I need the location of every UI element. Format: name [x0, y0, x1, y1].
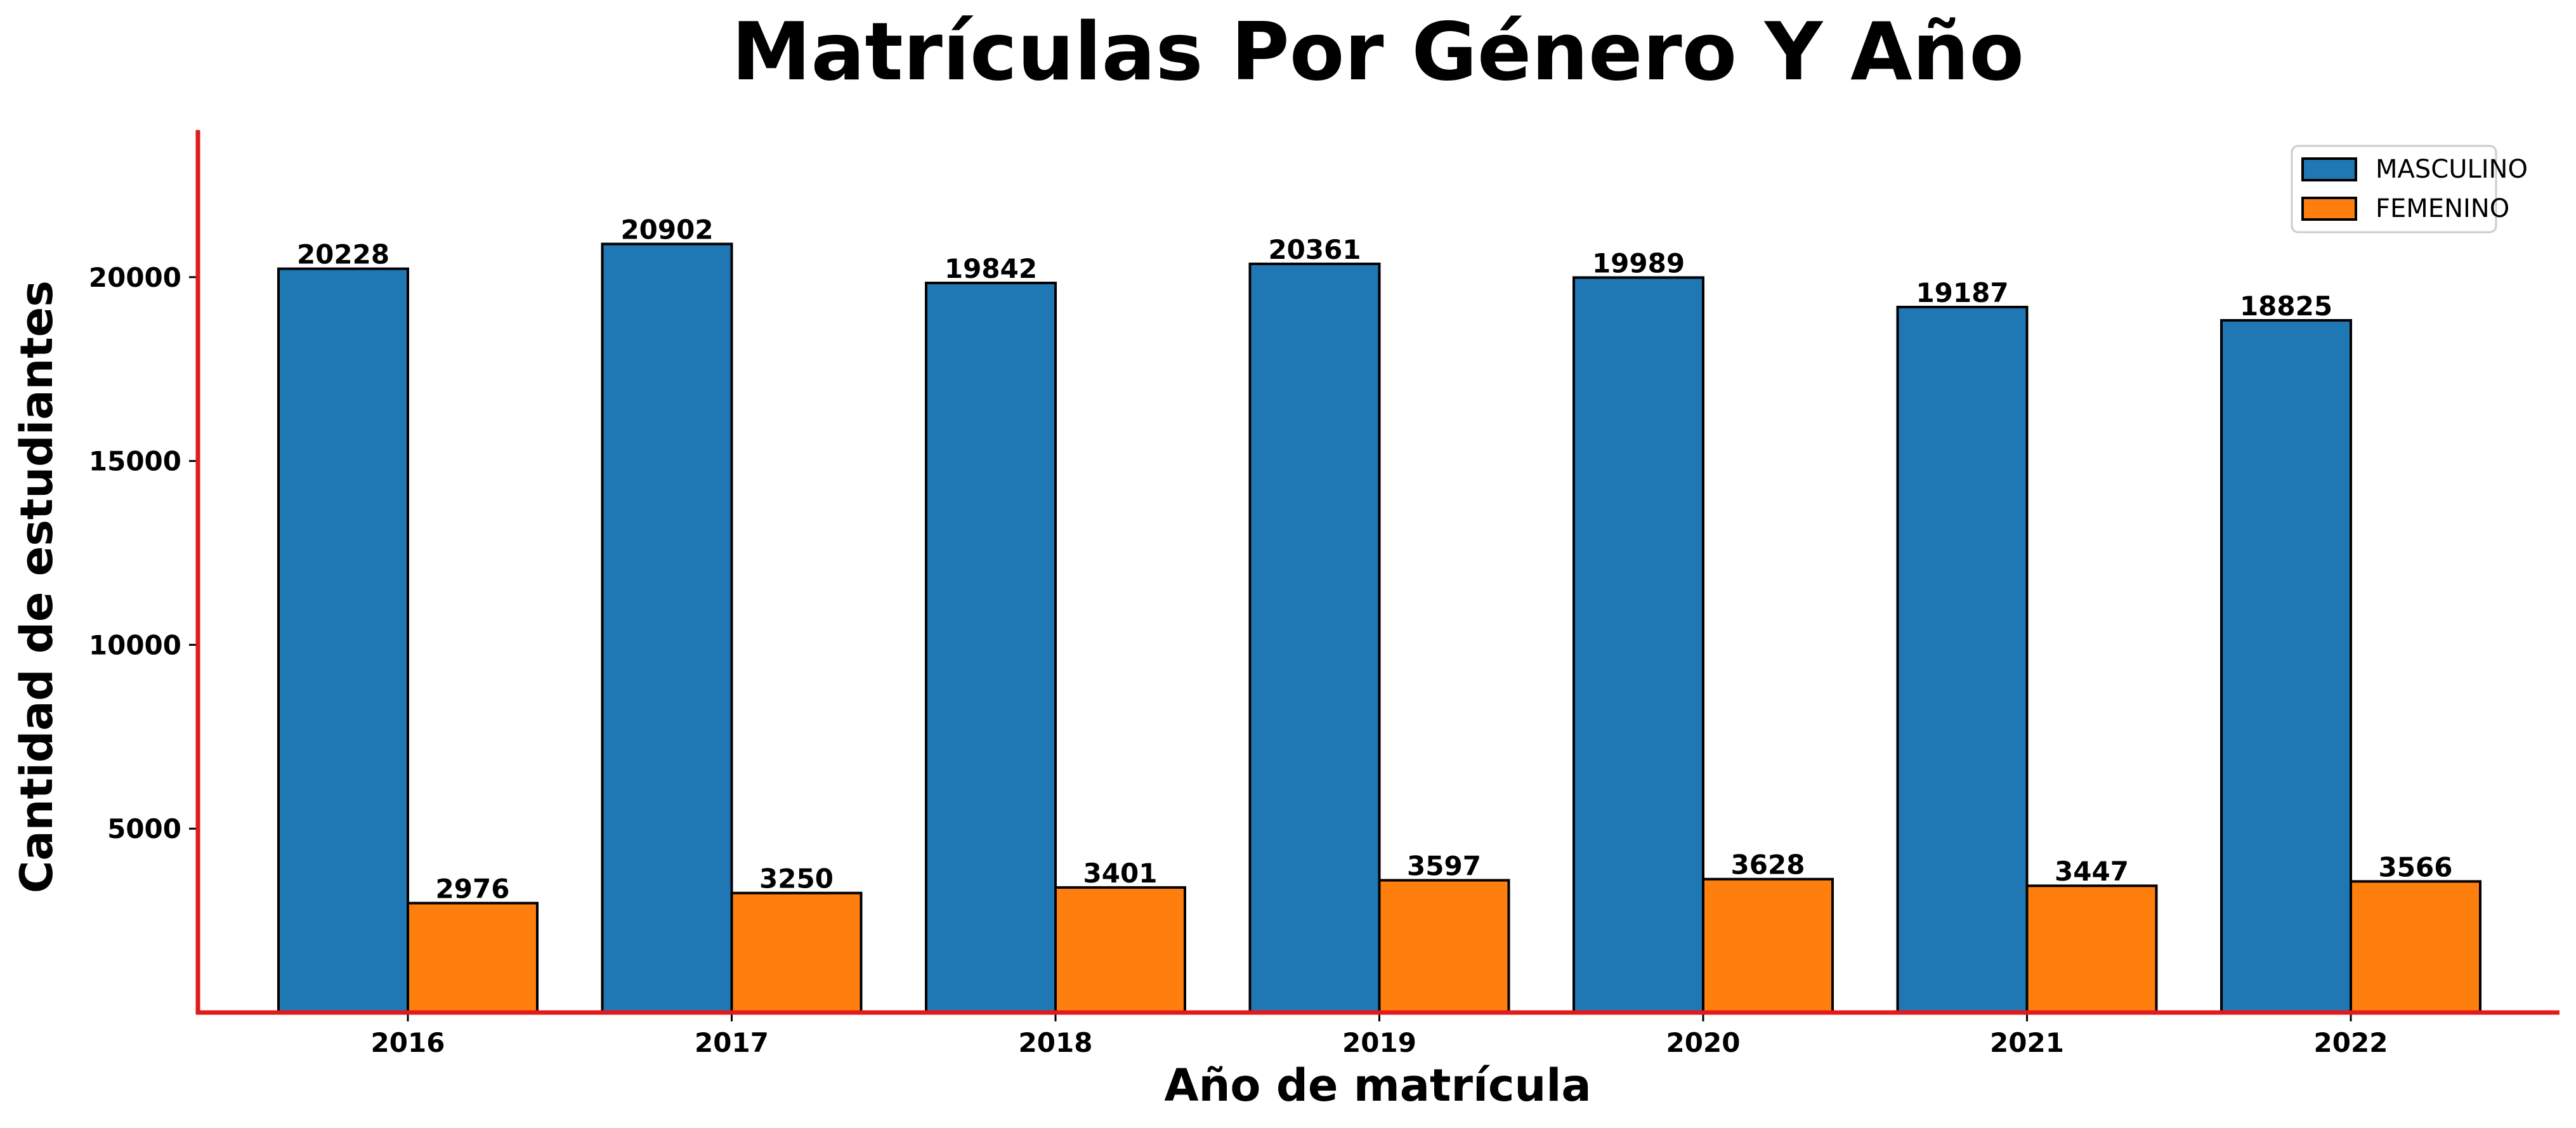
chart-title: Matrículas Por Género Y Año [731, 5, 2024, 98]
bar-femenino-2016 [407, 902, 539, 1014]
bar-masculino-2017 [601, 242, 733, 1014]
bar-masculino-2020 [1572, 276, 1704, 1014]
x-tick-label-2017: 2017 [695, 1027, 769, 1058]
data-label-masculino-2017: 20902 [620, 214, 713, 246]
legend-label-masculino: MASCULINO [2376, 155, 2528, 184]
bar-femenino-2021 [2025, 884, 2158, 1014]
y-tick-label-20000: 20000 [89, 262, 181, 293]
x-tick-label-2019: 2019 [1342, 1027, 1416, 1058]
data-label-femenino-2022: 3566 [2379, 851, 2453, 882]
data-label-femenino-2020: 3628 [1731, 849, 1805, 881]
x-axis-label: Año de matrícula [1164, 1059, 1591, 1112]
bar-femenino-2019 [1378, 879, 1510, 1014]
data-label-femenino-2017: 3250 [759, 863, 834, 895]
y-axis-label: Cantidad de estudiantes [11, 280, 63, 893]
bar-masculino-2019 [1248, 262, 1381, 1014]
bar-femenino-2018 [1054, 886, 1186, 1014]
y-tick-label-10000: 10000 [89, 629, 181, 660]
data-label-femenino-2021: 3447 [2055, 856, 2129, 887]
bar-masculino-2022 [2220, 318, 2352, 1014]
bar-femenino-2020 [1702, 877, 1834, 1014]
bar-masculino-2016 [277, 267, 409, 1014]
data-label-masculino-2022: 18825 [2240, 291, 2332, 322]
data-label-masculino-2020: 19989 [1592, 247, 1685, 279]
data-label-masculino-2018: 19842 [945, 253, 1037, 284]
x-tick-label-2018: 2018 [1019, 1027, 1093, 1058]
legend-swatch-masculino [2301, 157, 2357, 181]
bar-femenino-2022 [2350, 880, 2481, 1014]
legend-swatch-femenino [2301, 197, 2357, 221]
data-label-femenino-2016: 2976 [436, 874, 510, 905]
data-label-femenino-2018: 3401 [1083, 858, 1158, 889]
data-label-masculino-2016: 20228 [297, 239, 389, 270]
x-tick-label-2016: 2016 [371, 1027, 445, 1058]
data-label-femenino-2019: 3597 [1407, 851, 1481, 882]
legend-label-femenino: FEMENINO [2376, 194, 2509, 223]
data-labels: 20228 2976 20902 3250 19842 3401 20361 3597 1998… [297, 214, 2453, 905]
data-label-masculino-2019: 20361 [1268, 234, 1361, 265]
x-tick-label-2022: 2022 [2314, 1027, 2388, 1058]
bar-femenino-2017 [730, 891, 863, 1014]
ticks: 2016 2017 2018 2019 2020 2021 2022 5000 10000 150… [89, 262, 2388, 1058]
bars [277, 242, 2481, 1014]
x-tick-label-2020: 2020 [1666, 1027, 1741, 1058]
y-tick-label-15000: 15000 [89, 446, 181, 477]
y-tick-label-5000: 5000 [107, 813, 181, 844]
x-tick-label-2021: 2021 [1990, 1027, 2064, 1058]
bar-masculino-2021 [1896, 305, 2029, 1014]
data-label-masculino-2021: 19187 [1916, 277, 2008, 308]
legend: MASCULINO FEMENINO [2291, 145, 2528, 233]
bar-masculino-2018 [925, 281, 1057, 1014]
